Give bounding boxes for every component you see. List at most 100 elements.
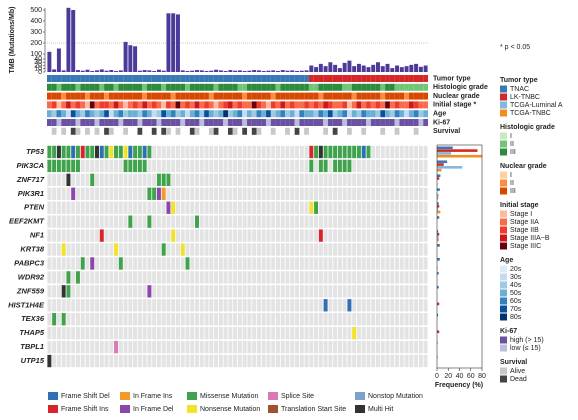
empty-cell (304, 271, 309, 284)
empty-cell (137, 285, 142, 298)
empty-cell (133, 243, 138, 256)
empty-cell (47, 313, 52, 326)
empty-cell (299, 201, 304, 214)
track-cell (332, 119, 338, 126)
empty-cell (423, 187, 428, 200)
empty-cell (147, 354, 152, 368)
track-cell (199, 83, 205, 91)
empty-cell (99, 354, 104, 368)
track-cell (256, 75, 262, 82)
track-cell (166, 83, 171, 91)
track-cell (108, 110, 114, 118)
track-cell (418, 119, 424, 126)
empty-cell (371, 326, 376, 340)
empty-cell (266, 257, 271, 270)
empty-cell (280, 229, 285, 242)
empty-cell (137, 299, 142, 312)
track-cell (80, 101, 86, 109)
gene-label: PTEN (24, 203, 45, 212)
empty-cell (399, 215, 404, 228)
empty-cell (247, 173, 252, 187)
empty-cell (61, 215, 66, 228)
empty-cell (276, 173, 280, 187)
empty-cell (299, 271, 304, 284)
legend-label: Multi Hit (368, 406, 393, 413)
empty-cell (47, 257, 52, 270)
empty-cell (52, 215, 57, 228)
track-cell (266, 110, 271, 118)
empty-cell (352, 285, 357, 298)
tmb-bar (418, 66, 423, 72)
empty-cell (337, 285, 342, 298)
track-cell (351, 119, 357, 126)
track-cell (213, 92, 219, 100)
empty-cell (228, 313, 233, 326)
empty-cell (314, 187, 319, 200)
legend-title: Nuclear grade (500, 163, 547, 170)
track-cell (294, 75, 300, 82)
empty-cell (237, 326, 242, 340)
empty-cell (356, 340, 361, 354)
track-cell (151, 92, 157, 100)
empty-cell (423, 159, 428, 173)
empty-cell (366, 340, 371, 354)
legend-label: Nonsense Mutation (200, 406, 260, 413)
track-cell (247, 110, 252, 118)
tmb-bar (409, 64, 414, 72)
empty-cell (123, 326, 128, 340)
empty-cell (380, 313, 385, 326)
track-cell (151, 101, 157, 109)
empty-cell (209, 271, 214, 284)
track-cell (180, 83, 186, 91)
track-cell (275, 101, 281, 109)
empty-cell (204, 159, 209, 173)
empty-cell (261, 229, 266, 242)
empty-cell (399, 145, 404, 159)
track-cell (237, 110, 243, 118)
empty-cell (199, 173, 204, 187)
track-cell (332, 101, 338, 109)
empty-cell (371, 159, 376, 173)
track-cell (170, 83, 176, 91)
mutation-cell (118, 145, 123, 159)
track-cell (313, 101, 319, 109)
empty-cell (404, 173, 409, 187)
tmb-tick-label: 40 (34, 56, 42, 63)
track-cell (380, 127, 386, 135)
empty-cell (161, 354, 166, 368)
empty-cell (199, 326, 204, 340)
empty-cell (85, 299, 90, 312)
track-cell (218, 101, 224, 109)
empty-cell (404, 299, 409, 312)
track-cell (61, 101, 67, 109)
empty-cell (66, 326, 71, 340)
empty-cell (47, 299, 52, 312)
empty-cell (376, 215, 380, 228)
track-cell (266, 119, 271, 126)
empty-cell (418, 340, 423, 354)
legend-label: In Frame Ins (133, 393, 173, 400)
empty-cell (223, 215, 228, 228)
track-cell (418, 83, 424, 91)
empty-cell (280, 243, 285, 256)
track-cell (251, 110, 257, 118)
track-cell (323, 101, 328, 109)
track-cell (94, 83, 100, 91)
empty-cell (314, 285, 319, 298)
empty-cell (95, 229, 99, 242)
track-cell (399, 119, 405, 126)
empty-cell (109, 229, 114, 242)
track-cell (218, 92, 224, 100)
empty-cell (347, 313, 352, 326)
empty-cell (323, 243, 328, 256)
track-cell (375, 75, 381, 82)
track-cell (94, 101, 100, 109)
track-cell (308, 110, 314, 118)
empty-cell (137, 229, 142, 242)
empty-cell (252, 187, 257, 200)
tmb-bar (204, 71, 209, 72)
empty-cell (328, 187, 333, 200)
empty-cell (418, 187, 423, 200)
empty-cell (137, 340, 142, 354)
tmb-bar (142, 70, 147, 72)
